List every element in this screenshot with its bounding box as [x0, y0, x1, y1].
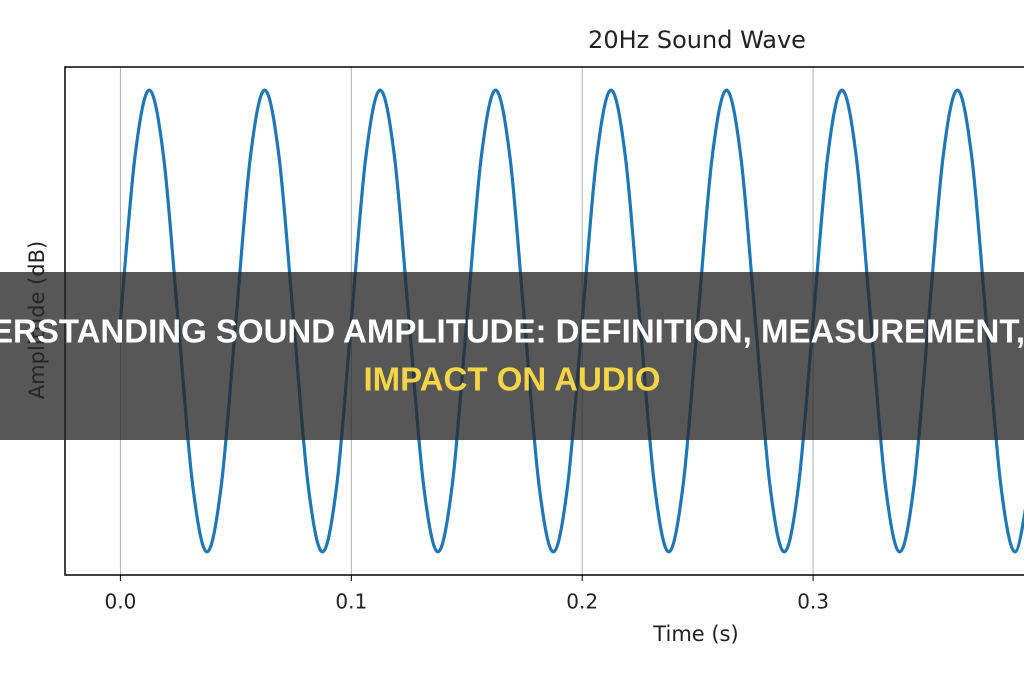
x-tick-label: 0.2: [566, 590, 598, 614]
x-tick-label: 0.1: [335, 590, 367, 614]
banner-title: UNDERSTANDING SOUND AMPLITUDE: DEFINITIO…: [0, 313, 1024, 350]
x-axis-label: Time (s): [652, 622, 738, 646]
x-tick-label: 0.3: [797, 590, 829, 614]
chart-title: 20Hz Sound Wave: [588, 26, 806, 54]
x-tick-label: 0.0: [105, 590, 137, 614]
banner-title-highlight: IMPACT ON AUDIO: [364, 361, 661, 398]
banner-background: [0, 272, 1024, 440]
